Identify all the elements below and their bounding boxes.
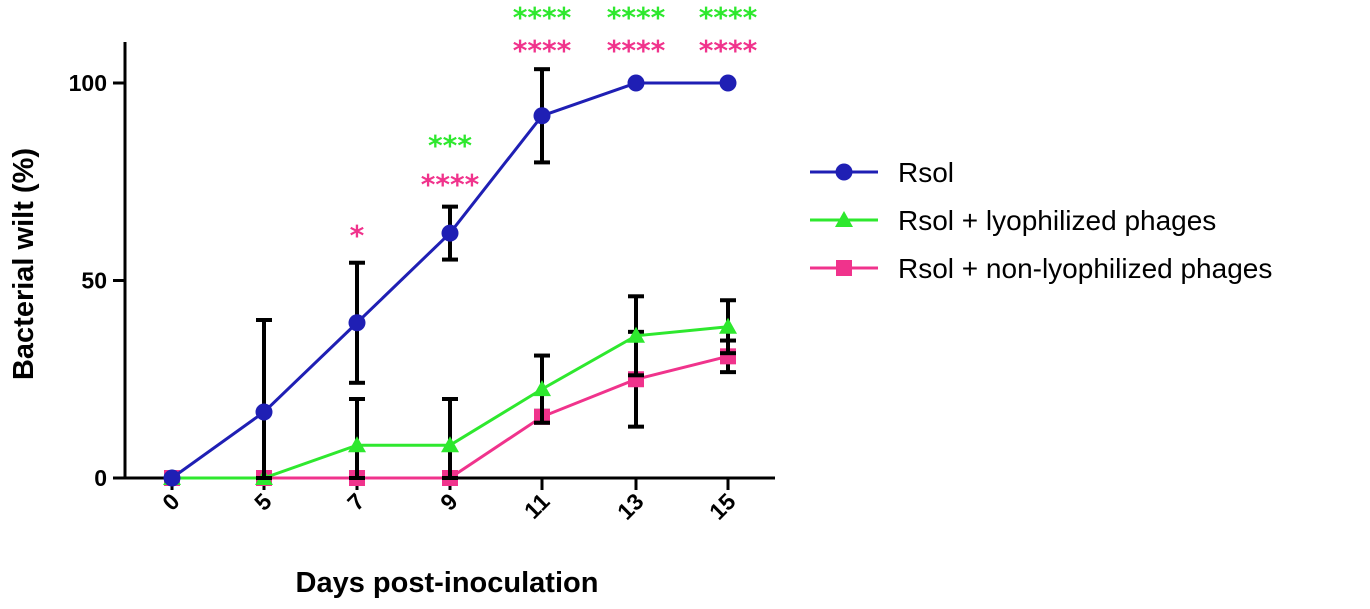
legend-marker [835, 211, 853, 227]
data-point [719, 317, 737, 334]
significance-label: **** [607, 34, 666, 67]
legend-item-lyophilized: Rsol + lyophilized phages [810, 205, 1216, 236]
legend-marker [835, 163, 853, 181]
y-tick-label: 50 [81, 268, 107, 294]
x-axis-title: Days post-inoculation [296, 567, 599, 599]
data-point [255, 403, 273, 421]
legend-item-rsol: Rsol [810, 157, 954, 188]
y-tick-label: 0 [94, 465, 107, 491]
data-point [441, 436, 459, 453]
series-lyophilized [163, 294, 737, 485]
x-tick-label: 11 [519, 488, 555, 524]
series-rsol [163, 67, 737, 487]
significance-label: **** [699, 34, 758, 67]
x-tick-label: 5 [249, 488, 277, 516]
data-point [348, 436, 366, 453]
x-tick-label: 13 [612, 488, 648, 524]
x-tick-label: 9 [435, 488, 462, 515]
significance-annotations: ******************************** [350, 1, 758, 252]
significance-label: **** [513, 1, 572, 34]
y-ticks: 0 50 100 [69, 70, 125, 491]
data-point [348, 314, 366, 332]
data-point [163, 469, 181, 487]
x-tick-label: 0 [157, 488, 184, 515]
y-tick-label: 100 [69, 70, 107, 96]
error-bar [256, 318, 272, 480]
legend: Rsol Rsol + lyophilized phages Rsol + non-… [810, 157, 1272, 284]
legend-label: Rsol + non-lyophilized phages [898, 253, 1272, 284]
data-point [533, 107, 551, 125]
data-point [719, 74, 737, 92]
significance-label: * [350, 219, 365, 252]
x-tick-label: 7 [342, 488, 369, 515]
data-point [627, 74, 645, 92]
legend-marker [836, 260, 852, 276]
significance-label: **** [607, 1, 666, 34]
data-point [441, 224, 459, 242]
legend-label: Rsol + lyophilized phages [898, 205, 1216, 236]
significance-label: **** [421, 168, 480, 201]
legend-label: Rsol [898, 157, 954, 188]
significance-label: **** [513, 34, 572, 67]
y-axis-title: Bacterial wilt (%) [8, 148, 40, 380]
legend-item-non-lyophilized: Rsol + non-lyophilized phages [810, 253, 1272, 284]
series-layer [163, 67, 737, 487]
x-tick-label: 15 [704, 488, 741, 525]
data-point [533, 380, 551, 397]
significance-label: **** [699, 1, 758, 34]
data-point [627, 326, 645, 343]
significance-label: *** [428, 129, 472, 162]
